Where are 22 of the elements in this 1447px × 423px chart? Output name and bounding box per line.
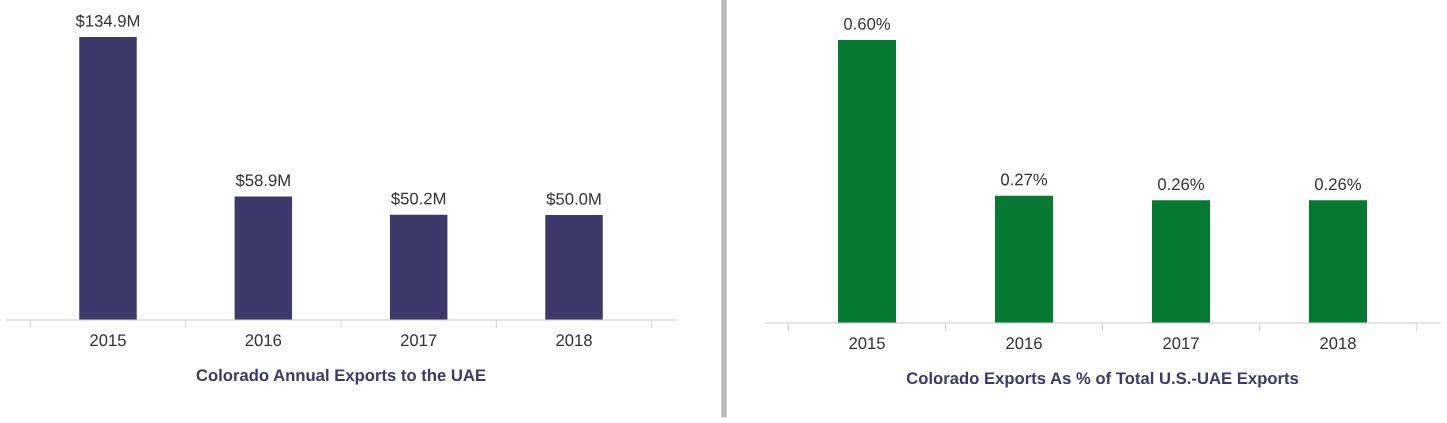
- bar: [79, 37, 137, 320]
- bar: [389, 214, 448, 320]
- bar: [545, 215, 603, 320]
- data-label: $50.0M: [546, 192, 601, 206]
- x-tick-label: 2016: [245, 334, 282, 347]
- x-tick-label: 2018: [1320, 337, 1356, 350]
- data-label: 0.26%: [1314, 178, 1361, 191]
- data-label: 0.26%: [1158, 178, 1205, 191]
- data-label: $50.2M: [391, 191, 446, 206]
- data-label: $134.9M: [75, 14, 140, 28]
- x-tick-label: 2018: [556, 334, 592, 347]
- x-tick-label: 2017: [1163, 337, 1199, 350]
- x-tick-label: 2015: [849, 337, 885, 350]
- x-tick-label: 2017: [400, 334, 437, 347]
- x-tick-label: 2015: [90, 334, 126, 347]
- text: Colorado Exports As % of Total U.S.-UAE Exports: [906, 371, 1299, 388]
- text: Colorado Annual Exports to the UAE: [196, 368, 486, 385]
- bar: [234, 196, 293, 320]
- data-label: $58.9M: [235, 173, 290, 188]
- data-label: 0.27%: [1001, 173, 1048, 186]
- x-tick-label: 2016: [1006, 337, 1042, 350]
- data-label: 0.60%: [844, 17, 891, 30]
